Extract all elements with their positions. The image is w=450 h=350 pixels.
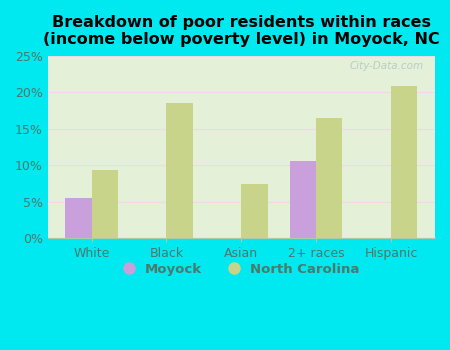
Bar: [91, 170, 118, 238]
Bar: [241, 184, 268, 238]
Legend: Moyock, North Carolina: Moyock, North Carolina: [117, 256, 365, 283]
Bar: [166, 103, 193, 238]
Bar: [290, 161, 316, 238]
Text: City-Data.com: City-Data.com: [349, 61, 423, 71]
Bar: [65, 198, 91, 238]
Bar: [316, 118, 342, 238]
Title: Breakdown of poor residents within races
(income below poverty level) in Moyock,: Breakdown of poor residents within races…: [43, 15, 440, 47]
Bar: [391, 86, 418, 238]
